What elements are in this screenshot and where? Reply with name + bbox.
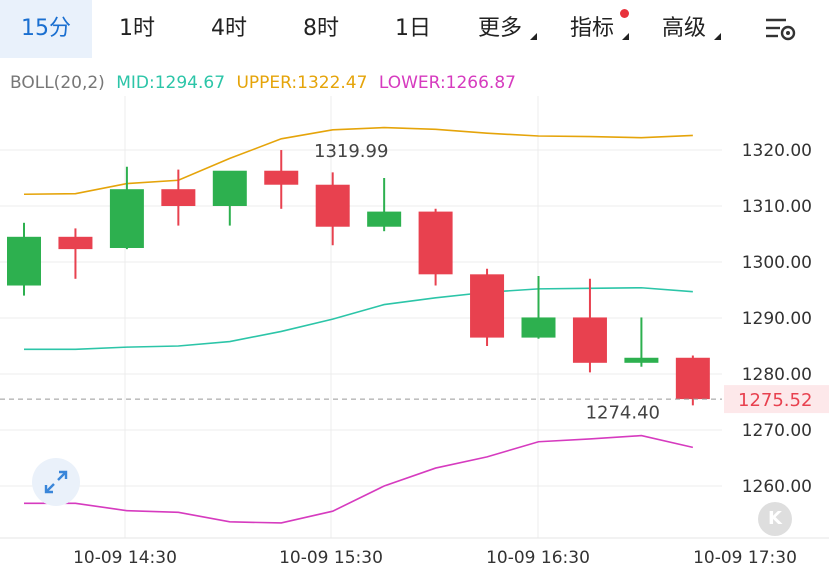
y-tick-label: 1310.00: [742, 197, 812, 217]
candle-up: [109, 189, 144, 248]
x-tick-label: 10-09 15:30: [279, 548, 383, 568]
dropdown-triangle-icon: [622, 33, 629, 40]
tab-advanced[interactable]: 高级: [661, 16, 706, 41]
candle-up: [367, 211, 402, 227]
tab-more[interactable]: 更多: [477, 16, 522, 41]
boll-lower-value: LOWER:1266.87: [378, 73, 516, 93]
high-annotation: 1319.99: [314, 141, 388, 162]
candle-up: [212, 170, 247, 206]
candle-down: [572, 317, 607, 363]
boll-upper-value: UPPER:1322.47: [236, 73, 368, 93]
y-tick-label: 1270.00: [742, 421, 812, 441]
k-icon[interactable]: K: [758, 502, 792, 536]
candle-up: [521, 317, 556, 338]
notification-dot: [620, 9, 629, 18]
candle-down: [418, 211, 453, 275]
y-tick-label: 1290.00: [742, 309, 812, 329]
chart-settings-icon[interactable]: [762, 14, 798, 44]
tab-4h[interactable]: 4时: [211, 16, 247, 41]
boll-mid-value: MID:1294.67: [116, 73, 226, 93]
candle-down: [161, 189, 196, 206]
y-tick-label: 1260.00: [742, 477, 812, 497]
indicator-legend: BOLL(20,2) MID:1294.67 UPPER:1322.47 LOW…: [10, 73, 522, 93]
indicator-name: BOLL(20,2): [10, 73, 105, 93]
x-tick-label: 10-09 16:30: [486, 548, 590, 568]
candle-up: [624, 357, 659, 363]
candle-down: [264, 170, 299, 185]
tab-15min[interactable]: 15分: [0, 0, 92, 58]
y-tick-label: 1280.00: [742, 365, 812, 385]
timeframe-toolbar: 15分 1时 4时 8时 1日 更多 指标 高级: [0, 0, 829, 58]
expand-button[interactable]: [32, 458, 80, 506]
candle-down: [315, 184, 350, 227]
boll-lower-line: [24, 434, 694, 524]
y-tick-label: 1300.00: [742, 253, 812, 273]
x-tick-label: 10-09 14:30: [73, 548, 177, 568]
last-price-label: 1275.52: [738, 390, 812, 411]
dropdown-triangle-icon: [530, 33, 537, 40]
last-price-tag: [724, 385, 829, 414]
expand-icon: [44, 470, 68, 494]
boll-upper-line: [23, 126, 693, 196]
x-tick-label: 10-09 17:30: [693, 548, 797, 568]
candle-down: [675, 357, 710, 400]
tab-1h[interactable]: 1时: [119, 16, 155, 41]
candle-down: [470, 274, 505, 338]
boll-mid-line: [24, 286, 693, 351]
y-tick-label: 1320.00: [742, 141, 812, 161]
tab-indicators[interactable]: 指标: [569, 16, 614, 41]
candle-down: [58, 236, 93, 250]
tab-8h[interactable]: 8时: [303, 16, 339, 41]
candle-up: [7, 236, 41, 286]
low-annotation: 1274.40: [586, 402, 660, 423]
dropdown-triangle-icon: [714, 33, 721, 40]
tab-1d[interactable]: 1日: [395, 16, 431, 41]
